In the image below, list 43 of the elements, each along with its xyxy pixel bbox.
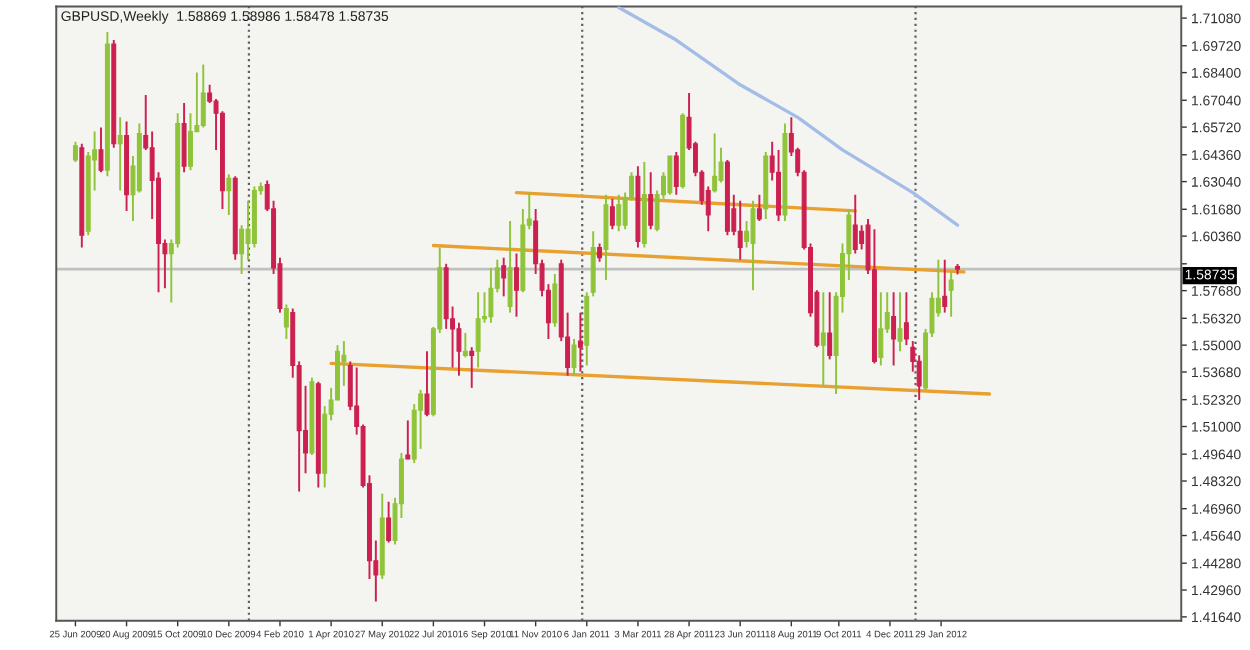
candlestick — [469, 346, 475, 389]
candlestick — [200, 63, 206, 129]
candlestick — [283, 303, 289, 341]
candlestick — [597, 242, 603, 263]
candlestick — [897, 291, 903, 353]
candlestick — [98, 126, 104, 174]
candlestick — [891, 291, 897, 367]
candlestick — [648, 171, 654, 231]
candlestick — [737, 199, 743, 261]
candlestick — [181, 102, 187, 174]
candlestick — [948, 270, 954, 318]
line-series — [617, 6, 960, 227]
candlestick — [609, 197, 615, 231]
candlestick — [852, 193, 858, 255]
candlestick — [117, 116, 123, 192]
candlestick — [188, 112, 193, 172]
candlestick — [462, 331, 468, 359]
candlestick — [226, 173, 232, 216]
candlestick — [827, 291, 833, 361]
candlestick — [878, 291, 884, 367]
candlestick — [712, 132, 718, 194]
candlestick — [577, 311, 583, 373]
candlestick — [501, 256, 507, 298]
candlestick — [942, 258, 948, 314]
candlestick — [750, 199, 756, 292]
candlestick — [667, 155, 673, 196]
candlestick — [820, 291, 826, 387]
candlestick — [507, 220, 513, 314]
candlestick — [603, 193, 609, 282]
candlestick — [488, 266, 494, 324]
candlestick — [571, 338, 577, 377]
candlestick — [616, 193, 622, 233]
candlestick — [903, 291, 909, 347]
candlestick — [475, 291, 481, 369]
candlestick — [72, 140, 78, 164]
candlestick — [552, 272, 558, 328]
candlestick — [673, 150, 679, 196]
candlestick — [386, 500, 392, 544]
candlestick — [776, 148, 782, 223]
candlestick — [405, 419, 411, 461]
candlestick — [424, 350, 430, 418]
candlestick — [756, 193, 762, 223]
candlestick — [514, 252, 519, 318]
